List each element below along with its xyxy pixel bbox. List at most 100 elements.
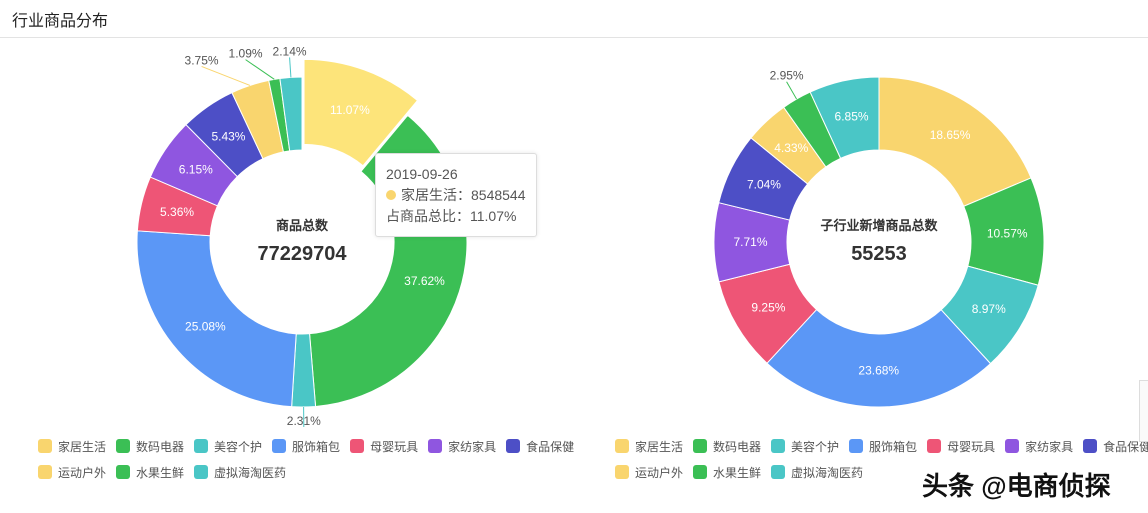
legend-item[interactable]: 虚拟海淘医药	[771, 464, 863, 481]
legend-label: 母婴玩具	[370, 439, 419, 454]
legend-swatch-icon	[693, 439, 708, 453]
legend-label: 家纺家具	[1025, 439, 1074, 454]
legend-swatch-icon	[116, 439, 131, 453]
legend-swatch-icon	[38, 465, 52, 479]
legend-swatch-icon	[194, 465, 209, 479]
legend-swatch-icon	[693, 465, 708, 479]
legend-item[interactable]: 虚拟海淘医药	[194, 464, 286, 481]
legend-swatch-icon	[1005, 439, 1020, 453]
legend-label: 家居生活	[58, 439, 107, 454]
legend-item[interactable]: 运动户外	[615, 464, 683, 481]
slice-label: 23.68%	[858, 363, 899, 377]
legend-item[interactable]: 食品保健	[1083, 438, 1148, 455]
legend-swatch-icon	[194, 439, 209, 453]
legend-item[interactable]: 家居生活	[615, 438, 683, 455]
slice-label: 3.75%	[185, 53, 219, 67]
slice-label: 4.33%	[774, 141, 808, 155]
legend-item[interactable]: 家纺家具	[428, 438, 496, 455]
legend-item[interactable]: 家居生活	[38, 438, 106, 455]
label-leader-line	[289, 57, 292, 78]
slice-家居生活[interactable]	[878, 76, 1032, 207]
legend-swatch-icon	[38, 439, 52, 453]
legend-swatch-icon	[927, 439, 942, 453]
legend-label: 家纺家具	[448, 439, 497, 454]
slice-label: 2.14%	[273, 44, 307, 58]
legend-label: 家居生活	[635, 439, 684, 454]
scrollbar[interactable]	[1139, 380, 1148, 442]
tooltip-date: 2019-09-26	[386, 166, 458, 182]
slice-label: 18.65%	[930, 128, 971, 142]
slice-label: 10.57%	[987, 226, 1028, 240]
legend-swatch-icon	[615, 465, 629, 479]
legend-item[interactable]: 数码电器	[116, 438, 184, 455]
center-label: 商品总数	[276, 218, 329, 233]
legend-swatch-icon	[272, 439, 287, 453]
legend-item[interactable]: 服饰箱包	[272, 438, 340, 455]
center-value: 77229704	[258, 243, 348, 265]
slice-label: 9.25%	[751, 300, 785, 314]
legend-label: 数码电器	[713, 439, 762, 454]
slice-label: 11.07%	[330, 103, 370, 117]
slice-label: 5.36%	[160, 205, 194, 219]
slice-label: 2.95%	[770, 69, 804, 83]
legend-label: 食品保健	[526, 439, 575, 454]
slice-label: 8.97%	[972, 302, 1006, 316]
slice-label: 2.31%	[287, 414, 321, 428]
slice-虚拟海淘医药[interactable]	[279, 76, 303, 152]
slice-label: 7.04%	[747, 178, 781, 192]
slice-label: 6.15%	[179, 163, 213, 177]
tooltip: 2019-09-26 家居生活：8548544 占商品总比：11.07%	[375, 153, 537, 237]
legend-label: 水果生鲜	[136, 465, 185, 480]
legend-label: 服饰箱包	[869, 439, 918, 454]
legend-item[interactable]: 母婴玩具	[927, 438, 995, 455]
legend-swatch-icon	[428, 439, 443, 453]
tooltip-series: 家居生活：8548544	[401, 187, 526, 203]
label-leader-line	[786, 81, 798, 100]
slice-label: 6.85%	[835, 109, 869, 123]
legend-label: 美容个护	[791, 439, 840, 454]
legend-right: 家居生活 数码电器 美容个护 服饰箱包 母婴玩具 家纺家具 食品保健运动户外 水果生鲜 虚拟海淘…	[615, 433, 1148, 485]
page-title: 行业商品分布	[0, 0, 1148, 38]
legend-label: 虚拟海淘医药	[791, 465, 864, 480]
legend-label: 数码电器	[136, 439, 185, 454]
legend-swatch-icon	[849, 439, 864, 453]
slice-家居生活[interactable]	[303, 58, 419, 167]
legend-item[interactable]: 水果生鲜	[693, 464, 761, 481]
slice-虚拟海淘医药[interactable]	[809, 76, 880, 160]
legend-swatch-icon	[1083, 439, 1098, 453]
legend-item[interactable]: 食品保健	[506, 438, 574, 455]
slice-label: 25.08%	[185, 320, 226, 334]
legend-label: 运动户外	[58, 465, 107, 480]
legend-item[interactable]: 服饰箱包	[849, 438, 917, 455]
legend-swatch-icon	[350, 439, 365, 453]
label-leader-line	[201, 65, 251, 86]
legend-item[interactable]: 美容个护	[771, 438, 839, 455]
legend-item[interactable]: 水果生鲜	[116, 464, 184, 481]
slice-label: 37.62%	[404, 274, 445, 288]
legend-item[interactable]: 母婴玩具	[350, 438, 418, 455]
legend-item[interactable]: 数码电器	[693, 438, 761, 455]
legend-swatch-icon	[116, 465, 131, 479]
legend-label: 运动户外	[635, 465, 684, 480]
tooltip-dot-icon	[386, 190, 396, 200]
legend-item[interactable]: 家纺家具	[1005, 438, 1073, 455]
legend-label: 水果生鲜	[713, 465, 762, 480]
slice-label: 1.09%	[229, 47, 263, 61]
slice-label: 7.71%	[733, 235, 767, 249]
slice-服饰箱包[interactable]	[136, 230, 297, 408]
legend-swatch-icon	[771, 465, 786, 479]
legend-item[interactable]: 运动户外	[38, 464, 106, 481]
legend-item[interactable]: 美容个护	[194, 438, 262, 455]
center-value: 55253	[851, 243, 907, 265]
center-label: 子行业新增商品总数	[820, 218, 938, 233]
legend-label: 服饰箱包	[292, 439, 341, 454]
legend-swatch-icon	[615, 439, 629, 453]
legend-label: 食品保健	[1103, 439, 1148, 454]
legend-label: 母婴玩具	[947, 439, 996, 454]
watermark: 头条 @电商侦探	[922, 471, 1111, 501]
new-product-donut[interactable]: 18.65% 10.57% 8.97% 23.68% 9.25% 7.71% 7.04% 4.…	[699, 40, 1059, 430]
legend-label: 虚拟海淘医药	[214, 465, 287, 480]
legend-swatch-icon	[506, 439, 521, 453]
legend-left: 家居生活 数码电器 美容个护 服饰箱包 母婴玩具 家纺家具 食品保健运动户外 水果生鲜 虚拟海淘…	[38, 433, 584, 485]
slice-服饰箱包[interactable]	[766, 308, 992, 408]
